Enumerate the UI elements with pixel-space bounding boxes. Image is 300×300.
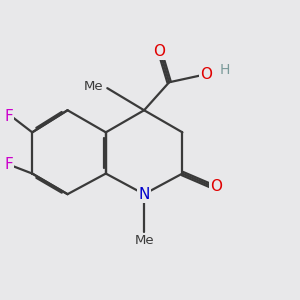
Text: Me: Me: [83, 80, 103, 93]
Text: O: O: [200, 68, 212, 82]
Text: N: N: [138, 187, 150, 202]
Text: H: H: [219, 64, 230, 77]
Text: O: O: [210, 179, 222, 194]
Text: Me: Me: [134, 234, 154, 247]
Text: F: F: [4, 109, 13, 124]
Text: O: O: [153, 44, 165, 59]
Text: F: F: [4, 157, 13, 172]
